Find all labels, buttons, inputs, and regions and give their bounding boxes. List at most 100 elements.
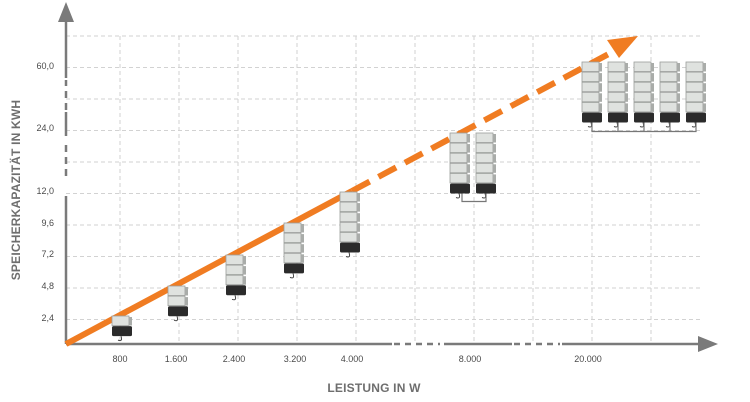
battery-module	[167, 295, 186, 307]
battery-stack-icon	[659, 61, 680, 128]
battery-module	[685, 91, 704, 103]
battery-stack-icon	[283, 222, 304, 279]
battery-module	[607, 91, 626, 103]
trend-line-dashed	[350, 46, 620, 194]
tick-labels: 800 1.600 2.400 3.200 4.000 8.000 20.000 2,4 4,8…	[36, 61, 601, 364]
battery-module	[607, 81, 626, 93]
battery-module	[167, 285, 186, 296]
cable-icon	[481, 193, 487, 199]
y-tick-label: 4,8	[41, 281, 54, 291]
battery-module-side	[357, 233, 360, 242]
battery-module	[283, 222, 302, 233]
battery-module	[581, 102, 600, 113]
cable-icon	[117, 335, 123, 342]
battery-stack-icon	[475, 132, 496, 199]
battery-module	[659, 91, 678, 103]
y-tick-label: 2,4	[41, 313, 54, 323]
battery-stack-icon	[685, 61, 706, 128]
x-tick-label: 1.600	[165, 354, 188, 364]
y-tick-label: 24,0	[36, 123, 54, 133]
battery-module	[449, 152, 468, 164]
battery-module-side	[703, 73, 706, 82]
battery-base	[686, 112, 706, 123]
battery-module	[475, 132, 494, 143]
y-axis-arrowhead	[58, 2, 74, 22]
grid	[66, 35, 700, 344]
cable-icon	[691, 122, 697, 128]
battery-stack-icon	[581, 61, 602, 128]
battery-module-side	[651, 103, 654, 112]
battery-stack-icon	[111, 315, 132, 342]
battery-module	[449, 162, 468, 174]
battery-module	[633, 61, 652, 72]
x-tick-label: 2.400	[223, 354, 246, 364]
trend-line-solid	[64, 188, 354, 347]
cable-icon	[289, 273, 295, 279]
cable-icon	[613, 122, 619, 128]
battery-stack-icon	[339, 191, 360, 258]
y-tick-label: 12,0	[36, 186, 54, 196]
battery-module-side	[651, 73, 654, 82]
battery-module	[607, 71, 626, 82]
axes	[58, 2, 718, 352]
battery-module-side	[129, 317, 132, 326]
battery-module-side	[703, 83, 706, 92]
cable-icon	[639, 122, 645, 128]
battery-module-side	[651, 93, 654, 102]
battery-module-side	[301, 244, 304, 253]
battery-module-side	[493, 164, 496, 173]
battery-module	[283, 232, 302, 244]
battery-module	[685, 71, 704, 82]
x-tick-label: 20.000	[574, 354, 602, 364]
battery-base	[634, 112, 654, 123]
battery-module	[633, 71, 652, 82]
cable-icon	[173, 316, 179, 322]
battery-module	[475, 162, 494, 174]
battery-module-side	[677, 83, 680, 92]
trend-arrowhead	[607, 36, 638, 58]
battery-module-side	[651, 83, 654, 92]
battery-module-side	[243, 276, 246, 285]
x-tick-label: 800	[112, 354, 127, 364]
battery-module	[659, 102, 678, 113]
battery-module-side	[493, 174, 496, 183]
battery-module	[633, 102, 652, 113]
battery-module	[111, 315, 130, 326]
x-tick-label: 4.000	[341, 354, 364, 364]
y-tick-label: 7,2	[41, 249, 54, 259]
battery-module-side	[357, 223, 360, 232]
battery-module-side	[625, 83, 628, 92]
battery-module-side	[599, 63, 602, 72]
battery-module-side	[599, 93, 602, 102]
battery-stack-icon	[607, 61, 628, 128]
battery-module	[449, 132, 468, 143]
battery-base	[284, 263, 304, 274]
battery-module-side	[493, 154, 496, 163]
battery-module-side	[599, 103, 602, 112]
battery-stack-icon	[449, 132, 470, 199]
battery-module-side	[243, 266, 246, 275]
battery-module-side	[357, 193, 360, 202]
battery-base	[582, 112, 602, 123]
battery-module	[225, 264, 244, 276]
cable-icon	[345, 252, 351, 258]
battery-module	[581, 71, 600, 82]
battery-module	[581, 81, 600, 93]
trend-arrow	[64, 36, 638, 347]
battery-module	[659, 71, 678, 82]
battery-module	[581, 61, 600, 72]
battery-stack-icon	[167, 285, 188, 322]
cable-icon	[455, 193, 461, 199]
battery-base	[226, 285, 246, 296]
battery-module-side	[703, 103, 706, 112]
battery-module-side	[301, 254, 304, 263]
battery-module-side	[467, 144, 470, 153]
battery-module-side	[677, 73, 680, 82]
battery-module-side	[301, 224, 304, 233]
battery-module-side	[651, 63, 654, 72]
battery-module	[633, 81, 652, 93]
battery-module-side	[493, 144, 496, 153]
battery-module-side	[467, 174, 470, 183]
battery-module	[283, 252, 302, 264]
battery-module-side	[677, 93, 680, 102]
